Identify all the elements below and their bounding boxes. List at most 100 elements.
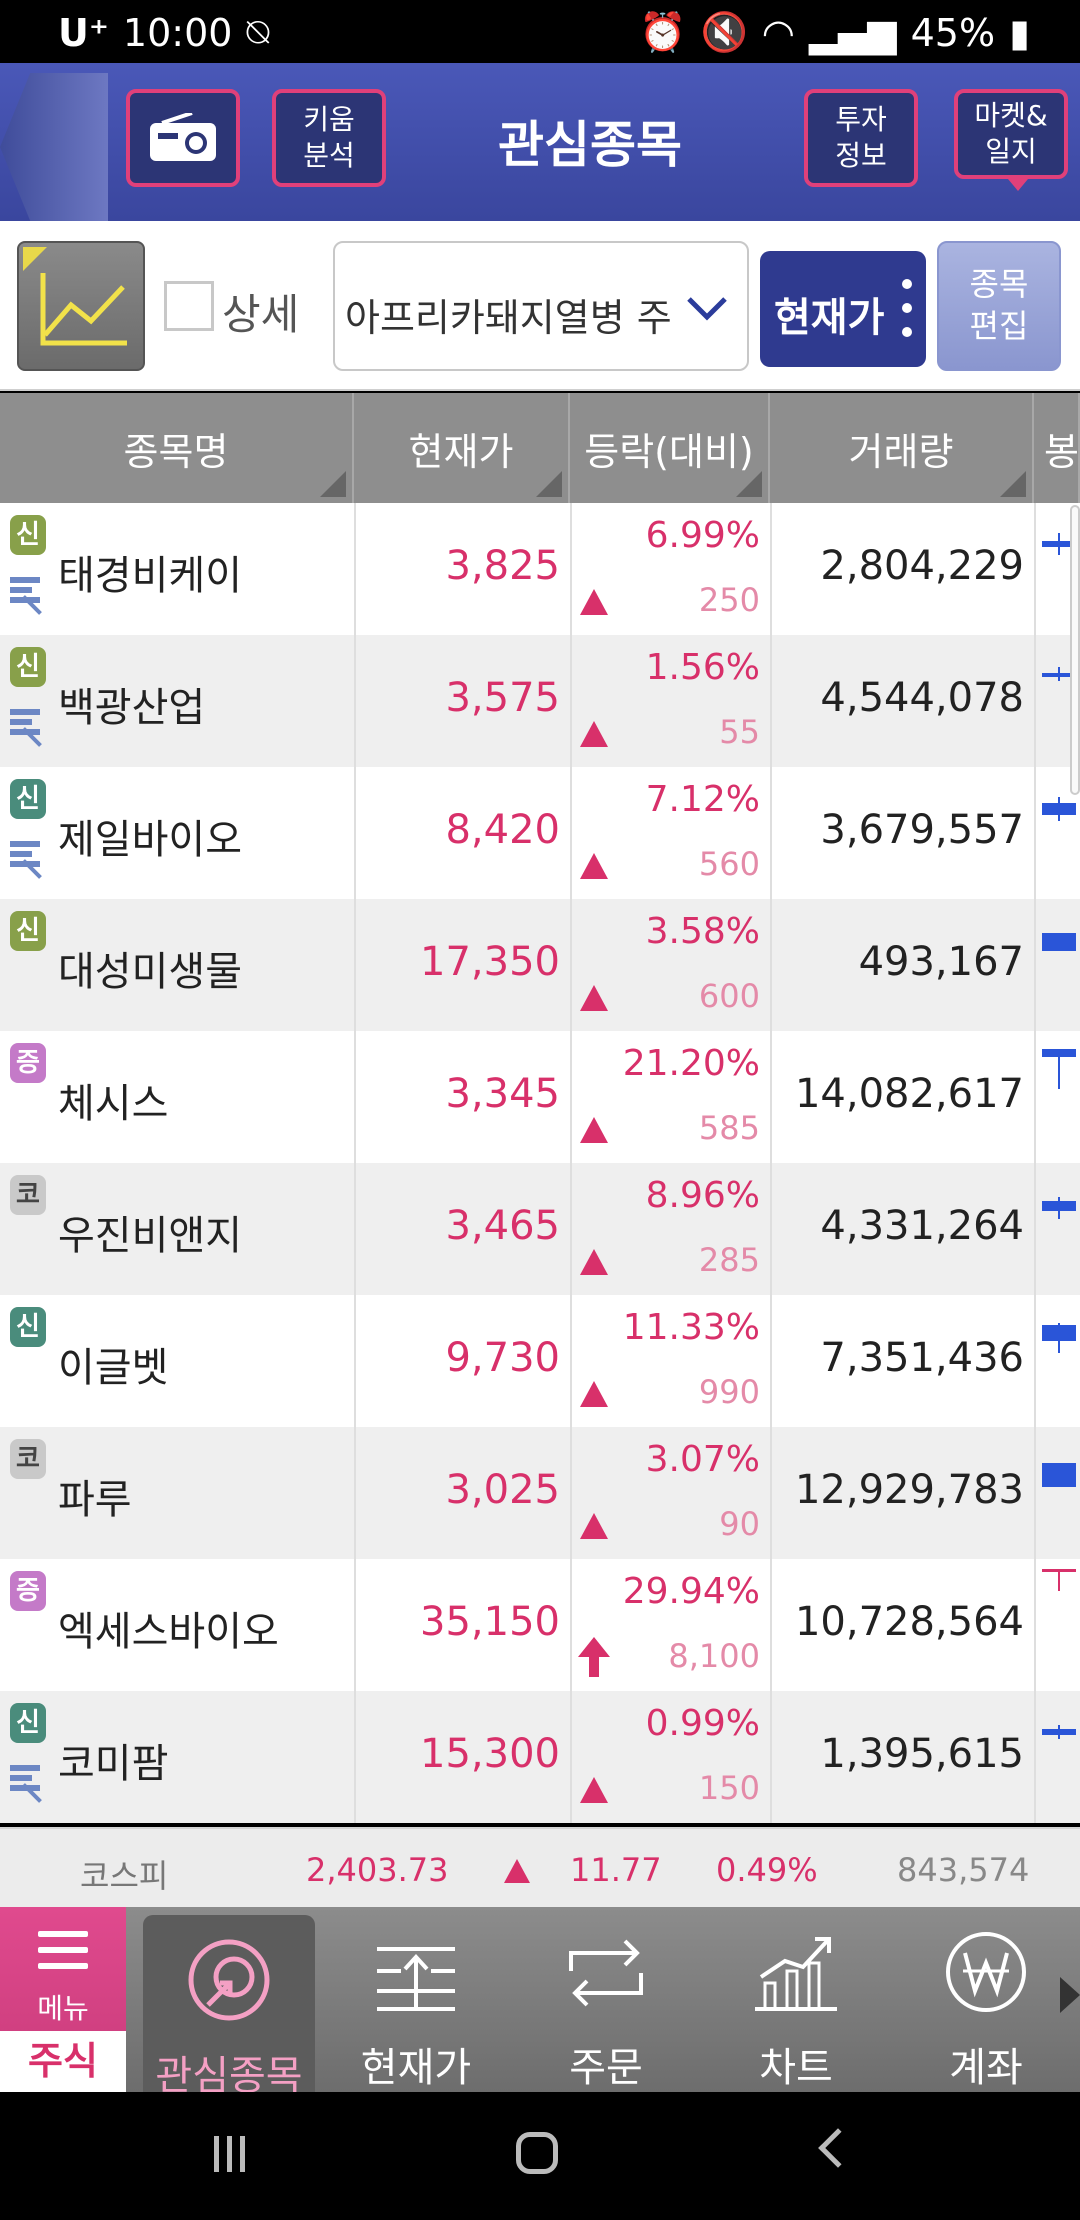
status-bar: U⁺ 10:00 ⍉ ⏰ 🔇 ◠ ▂▄▆ 45% ▮ [0,0,1080,63]
column-header-name[interactable]: 종목명 [0,393,354,503]
column-divider [354,1295,356,1427]
up-triangle-icon [580,985,608,1011]
mini-candle [1042,803,1076,815]
up-triangle-icon [504,1859,530,1883]
change-amount: 90 [719,1505,760,1543]
nav-item-watchlist[interactable]: 관심종목 [143,1915,315,2099]
back-button[interactable] [818,2128,858,2168]
stock-price: 3,825 [445,543,560,589]
kiwoom-analysis-button[interactable]: 키움 분석 [272,89,386,187]
detail-checkbox[interactable] [164,281,214,331]
change-amount: 55 [719,713,760,751]
stock-volume: 4,331,264 [820,1203,1024,1249]
change-amount: 150 [698,1769,760,1807]
stock-name: 백광산업 [58,685,206,731]
column-divider [570,1559,572,1691]
kiwoom-analysis-label: 키움 분석 [303,103,355,172]
radio-button[interactable] [126,89,240,187]
system-nav-bar [0,2092,1080,2220]
table-row[interactable]: 증 체시스 3,345 21.20% 585 14,082,617 [0,1031,1080,1163]
change-percent: 1.56% [645,647,760,688]
column-divider [570,503,572,635]
change-amount: 990 [698,1373,760,1411]
nav-label: 차트 [759,2045,833,2091]
detail-label: 상세 [222,290,300,339]
table-row[interactable]: 신 제일바이오 8,420 7.12% 560 3,679,557 [0,767,1080,899]
stock-price: 15,300 [420,1731,560,1777]
invest-info-button[interactable]: 투자 정보 [804,89,918,187]
edit-stocks-button[interactable]: 종목 편집 [937,241,1061,371]
stock-price: 8,420 [445,807,560,853]
carrier-label: U⁺ [58,10,109,55]
watchlist-group-value: 아프리카돼지열병 주 [345,296,672,340]
account-won-icon [946,1932,1026,2012]
table-row[interactable]: 코 파루 3,025 3.07% 90 12,929,783 [0,1427,1080,1559]
clock: 10:00 [122,10,233,55]
home-button[interactable] [516,2132,558,2174]
app-header: 키움 분석 관심종목 투자 정보 마켓& 일지 [0,63,1080,221]
chevron-down-icon [687,297,727,321]
mini-candle [1042,673,1076,677]
change-percent: 7.12% [645,779,760,820]
stock-volume: 493,167 [858,939,1024,985]
nav-more-arrow-icon[interactable] [1060,1977,1080,2013]
nav-item-order[interactable]: 주문 [520,1907,692,2092]
table-row[interactable]: 신 대성미생물 17,350 3.58% 600 493,167 [0,899,1080,1031]
market-journal-button[interactable]: 마켓& 일지 [954,89,1068,191]
nav-item-current-price[interactable]: 현재가 [330,1907,502,2092]
stock-name: 코미팜 [58,1741,169,1787]
stock-name: 파루 [58,1477,132,1523]
recent-apps-button[interactable] [214,2136,254,2172]
mini-candle [1042,1049,1076,1057]
column-header-volume[interactable]: 거래량 [770,393,1034,503]
stock-volume: 1,395,615 [820,1731,1024,1777]
credit-loan-icon [10,705,50,747]
column-header-price[interactable]: 현재가 [354,393,570,503]
column-label: 등락(대비) [584,429,754,474]
stock-category-tab[interactable]: 주식 [0,2031,126,2092]
column-divider [1034,899,1036,1031]
column-divider [570,767,572,899]
nav-item-account[interactable]: 계좌 [900,1907,1072,2092]
scrollbar[interactable] [1070,505,1080,795]
view-mode-label: 현재가 [774,295,885,341]
column-divider [770,1295,772,1427]
stock-price: 17,350 [420,939,560,985]
change-percent: 3.07% [645,1439,760,1480]
index-value: 2,403.73 [306,1851,449,1889]
table-row[interactable]: 신 태경비케이 3,825 6.99% 250 2,804,229 [0,503,1080,635]
market-badge: 코 [10,1175,46,1215]
invest-info-label: 투자 정보 [835,103,887,172]
more-dots-icon [902,279,914,351]
column-header-change[interactable]: 등락(대비) [570,393,770,503]
table-row[interactable]: 증 엑세스바이오 35,150 29.94% 8,100 10,728,564 [0,1559,1080,1691]
stock-price: 3,025 [445,1467,560,1513]
table-row[interactable]: 신 이글벳 9,730 11.33% 990 7,351,436 [0,1295,1080,1427]
index-ticker[interactable]: 코스피 2,403.73 11.77 0.49% 843,574 [0,1827,1080,1907]
signal-icon: ▂▄▆ [808,10,897,55]
column-header-candle[interactable]: 봉 [1034,393,1080,503]
table-row[interactable]: 코 우진비앤지 3,465 8.96% 285 4,331,264 [0,1163,1080,1295]
back-tab-button[interactable] [0,73,108,221]
table-header: 종목명 현재가 등락(대비) 거래량 봉 [0,393,1080,503]
radio-icon [150,113,216,161]
watchlist-group-select[interactable]: 아프리카돼지열병 주 [333,241,749,371]
stock-name: 이글벳 [58,1345,169,1391]
chart-toggle-button[interactable] [17,241,145,371]
column-divider [770,1559,772,1691]
change-amount: 560 [698,845,760,883]
menu-button[interactable]: 메뉴 주식 [0,1907,126,2092]
credit-loan-icon [10,837,50,879]
table-row[interactable]: 신 백광산업 3,575 1.56% 55 4,544,078 [0,635,1080,767]
column-divider [1034,503,1036,635]
up-triangle-icon [580,1117,608,1143]
mini-candle [1042,1569,1076,1572]
nav-item-chart[interactable]: 차트 [710,1907,882,2092]
stock-volume: 7,351,436 [820,1335,1024,1381]
stock-volume: 4,544,078 [820,675,1024,721]
page-title: 관심종목 [498,116,682,174]
index-percent: 0.49% [716,1851,818,1889]
view-mode-button[interactable]: 현재가 [760,251,926,367]
stock-volume: 10,728,564 [794,1599,1024,1645]
table-row[interactable]: 신 코미팜 15,300 0.99% 150 1,395,615 [0,1691,1080,1823]
